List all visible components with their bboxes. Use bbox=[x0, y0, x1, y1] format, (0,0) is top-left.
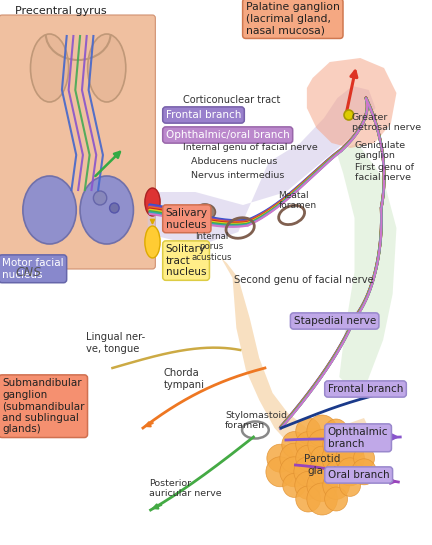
Text: Internal genu of facial nerve: Internal genu of facial nerve bbox=[183, 143, 318, 152]
Circle shape bbox=[336, 443, 364, 473]
Text: Greater
petrosaI nerve: Greater petrosaI nerve bbox=[352, 113, 421, 132]
Text: Parotid
gland: Parotid gland bbox=[304, 454, 340, 476]
Text: Lingual ner-
ve, tongue: Lingual ner- ve, tongue bbox=[86, 332, 145, 354]
Text: Submandibular
ganglion
(submandibular
and sublingual
glands): Submandibular ganglion (submandibular an… bbox=[2, 378, 84, 434]
Circle shape bbox=[296, 432, 321, 458]
Text: Solitary
tract
nucleus: Solitary tract nucleus bbox=[166, 244, 206, 277]
Circle shape bbox=[307, 483, 337, 515]
Circle shape bbox=[307, 469, 337, 501]
Text: Posterior
auricular nerve: Posterior auricular nerve bbox=[149, 479, 221, 498]
Ellipse shape bbox=[194, 204, 216, 220]
Circle shape bbox=[294, 457, 322, 487]
FancyBboxPatch shape bbox=[0, 15, 156, 269]
Text: First genu of
facial nerve: First genu of facial nerve bbox=[355, 162, 413, 182]
Text: Internal
porus
acusticus: Internal porus acusticus bbox=[191, 232, 232, 262]
Circle shape bbox=[283, 474, 305, 498]
Circle shape bbox=[280, 457, 308, 487]
Text: Chorda
tympani: Chorda tympani bbox=[164, 368, 205, 390]
Circle shape bbox=[282, 432, 307, 458]
Circle shape bbox=[344, 110, 353, 120]
Circle shape bbox=[308, 429, 337, 459]
Text: Stapedial nerve: Stapedial nerve bbox=[293, 316, 376, 326]
Text: Abducens nucleus: Abducens nucleus bbox=[191, 157, 277, 166]
Circle shape bbox=[307, 415, 337, 447]
Polygon shape bbox=[221, 258, 374, 463]
Circle shape bbox=[322, 443, 350, 473]
Circle shape bbox=[335, 428, 365, 461]
Text: CNS: CNS bbox=[15, 266, 41, 279]
Text: Nervus intermedius: Nervus intermedius bbox=[191, 171, 284, 180]
Circle shape bbox=[296, 445, 321, 471]
Ellipse shape bbox=[80, 176, 133, 244]
Circle shape bbox=[352, 459, 376, 485]
Text: Ophthalmic
branch: Ophthalmic branch bbox=[328, 427, 388, 449]
Circle shape bbox=[280, 443, 308, 473]
Circle shape bbox=[295, 471, 321, 499]
Circle shape bbox=[323, 471, 349, 499]
Circle shape bbox=[266, 457, 295, 487]
Circle shape bbox=[326, 461, 346, 483]
Circle shape bbox=[323, 431, 349, 458]
Text: Motor facial
nucleus: Motor facial nucleus bbox=[2, 258, 64, 280]
Text: Corticonuclear tract: Corticonuclear tract bbox=[183, 95, 280, 105]
Ellipse shape bbox=[145, 188, 160, 216]
Circle shape bbox=[267, 444, 293, 472]
Circle shape bbox=[325, 487, 347, 511]
Text: Stylomastoid
foramen: Stylomastoid foramen bbox=[225, 410, 287, 430]
Ellipse shape bbox=[23, 176, 76, 244]
Polygon shape bbox=[307, 58, 397, 148]
Circle shape bbox=[340, 474, 361, 496]
Text: Salivary
nucleus: Salivary nucleus bbox=[166, 208, 208, 229]
Polygon shape bbox=[148, 86, 375, 246]
Circle shape bbox=[93, 191, 107, 205]
Ellipse shape bbox=[88, 34, 126, 102]
Text: Second genu of facial nerve: Second genu of facial nerve bbox=[235, 275, 374, 285]
Circle shape bbox=[353, 447, 375, 469]
Text: Meatal
foramen: Meatal foramen bbox=[278, 191, 316, 210]
Circle shape bbox=[337, 458, 363, 486]
Ellipse shape bbox=[31, 34, 69, 102]
Text: Precentral gyrus: Precentral gyrus bbox=[15, 6, 107, 16]
Text: Oral branch: Oral branch bbox=[328, 470, 390, 480]
Circle shape bbox=[296, 486, 321, 512]
Ellipse shape bbox=[145, 226, 160, 258]
Circle shape bbox=[309, 458, 336, 486]
Text: Frontal branch: Frontal branch bbox=[328, 384, 403, 394]
Text: Frontal branch: Frontal branch bbox=[166, 110, 241, 120]
Text: Geniculate
ganglion: Geniculate ganglion bbox=[355, 141, 406, 160]
Text: Palatine ganglion
(lacrimal gland,
nasal mucosa): Palatine ganglion (lacrimal gland, nasal… bbox=[246, 2, 340, 35]
Polygon shape bbox=[337, 143, 397, 392]
Circle shape bbox=[110, 203, 119, 213]
Circle shape bbox=[311, 446, 334, 470]
Circle shape bbox=[296, 418, 321, 444]
Circle shape bbox=[325, 419, 347, 443]
Text: Ophthalmic/oral branch: Ophthalmic/oral branch bbox=[166, 130, 289, 140]
